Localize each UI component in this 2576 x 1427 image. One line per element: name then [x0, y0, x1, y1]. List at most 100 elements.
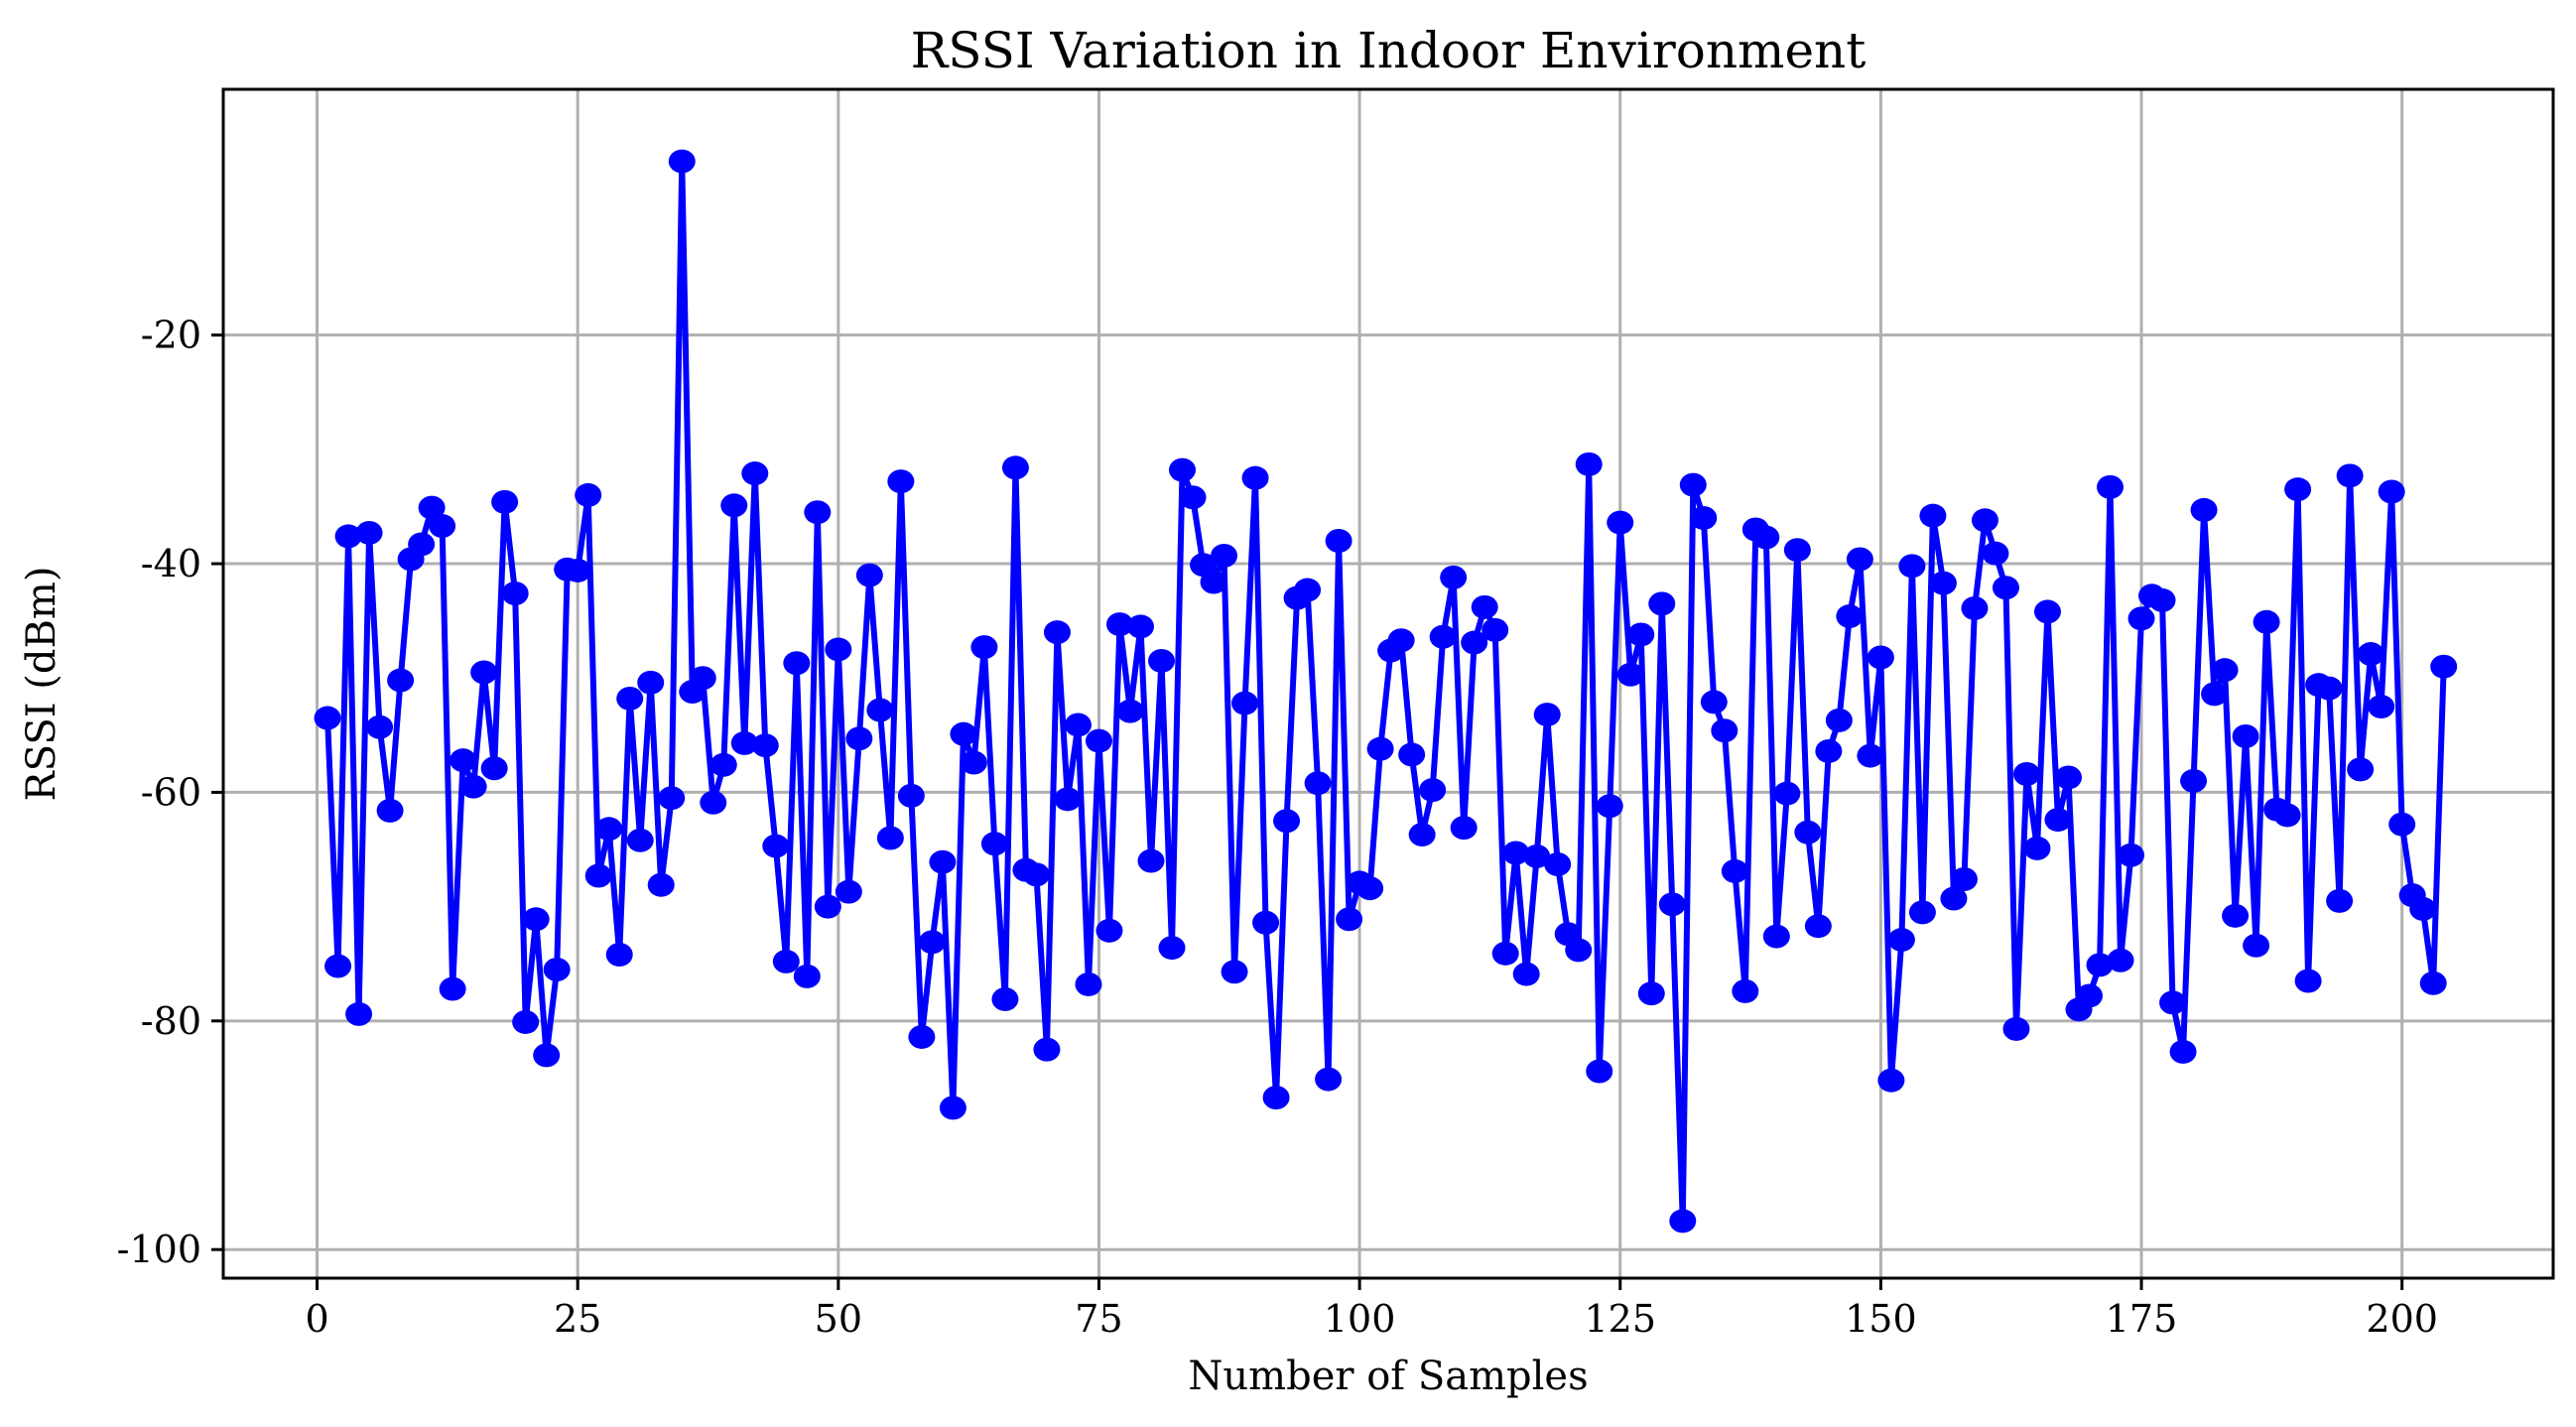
- data-point: [387, 668, 415, 693]
- data-point: [1940, 886, 1968, 911]
- data-point: [1512, 962, 1540, 986]
- data-point: [2148, 587, 2176, 612]
- data-point: [1929, 571, 1957, 595]
- data-point: [814, 894, 841, 919]
- data-point: [564, 558, 591, 583]
- data-point: [1325, 529, 1352, 554]
- data-point: [2347, 757, 2375, 782]
- data-point: [2076, 983, 2103, 1008]
- data-point: [2118, 843, 2145, 867]
- data-point: [1523, 843, 1551, 868]
- data-point: [1898, 554, 1926, 579]
- data-point: [730, 730, 758, 755]
- data-point: [533, 1043, 561, 1068]
- data-point: [1398, 742, 1426, 767]
- data-point: [2357, 642, 2384, 667]
- data-point: [2419, 971, 2447, 995]
- data-point: [1690, 505, 1718, 530]
- data-point: [334, 524, 362, 549]
- data-point: [1992, 576, 2019, 600]
- data-point: [804, 500, 832, 525]
- data-point: [866, 698, 894, 722]
- plot-frame: [221, 87, 2555, 1280]
- data-point: [2222, 903, 2250, 928]
- data-point: [2243, 933, 2270, 958]
- data-point: [355, 520, 383, 545]
- x-axis-ticks: 0 25 50 75 100 125 150 175 200: [305, 1278, 2438, 1341]
- data-point: [1565, 938, 1593, 963]
- data-point: [1982, 541, 2009, 566]
- data-point: [1815, 738, 1843, 763]
- data-point: [1366, 736, 1394, 761]
- x-axis-label: Number of Samples: [1188, 1354, 1588, 1399]
- data-point: [1752, 525, 1780, 550]
- data-point: [1211, 543, 1238, 568]
- data-point: [439, 976, 466, 1001]
- data-point: [1961, 595, 1989, 620]
- data-point: [637, 670, 665, 695]
- data-point: [1387, 628, 1415, 653]
- y-tick-label: -40: [141, 542, 201, 585]
- data-point: [2086, 953, 2114, 977]
- data-point: [2315, 676, 2343, 701]
- data-point: [2409, 896, 2437, 921]
- data-point: [1950, 866, 1978, 891]
- data-point: [1794, 820, 1822, 844]
- grid: [223, 89, 2553, 1278]
- data-point: [1679, 472, 1707, 497]
- data-point: [1481, 617, 1509, 642]
- data-point: [647, 872, 675, 897]
- data-point: [2368, 695, 2395, 719]
- data-point: [2294, 969, 2322, 993]
- data-point: [658, 786, 686, 811]
- data-point: [1085, 728, 1112, 753]
- y-axis-label: RSSI (dBm): [19, 567, 64, 802]
- data-point: [1825, 708, 1853, 732]
- data-point: [751, 733, 779, 758]
- data-point: [1596, 794, 1623, 819]
- data-point: [470, 660, 498, 685]
- data-point: [2378, 479, 2405, 504]
- data-point: [1783, 538, 1811, 563]
- data-point: [1022, 862, 1050, 887]
- data-point: [1304, 771, 1332, 796]
- y-tick-label: -100: [117, 1228, 201, 1271]
- data-point: [1648, 591, 1676, 616]
- x-tick-label: 25: [554, 1297, 601, 1341]
- data-point: [991, 986, 1019, 1011]
- data-point: [418, 495, 446, 520]
- data-point: [1867, 645, 1894, 670]
- data-point: [1137, 848, 1165, 873]
- data-point: [459, 774, 487, 799]
- data-point: [543, 957, 571, 981]
- data-point: [345, 1001, 373, 1026]
- data-point: [876, 826, 904, 850]
- y-axis-ticks: -100 -80 -60 -40 -20: [117, 314, 223, 1271]
- data-point: [1846, 547, 1873, 572]
- data-point: [2388, 812, 2416, 837]
- data-point: [480, 756, 508, 781]
- data-point: [584, 863, 612, 888]
- data-point: [1887, 928, 1915, 953]
- data-point: [2169, 1039, 2197, 1064]
- data-point: [2012, 762, 2040, 786]
- data-point: [668, 149, 696, 174]
- data-point: [825, 637, 852, 662]
- data-point: [1315, 1067, 1343, 1092]
- data-point: [501, 582, 529, 605]
- data-point: [1440, 565, 1468, 589]
- data-point: [2273, 803, 2301, 828]
- data-point: [918, 930, 946, 955]
- data-point: [783, 651, 811, 676]
- data-point: [376, 798, 404, 823]
- data-point: [1105, 612, 1133, 637]
- data-point: [1169, 457, 1197, 482]
- data-point: [1491, 941, 1519, 966]
- data-point: [835, 879, 862, 904]
- data-point: [2107, 948, 2134, 973]
- data-point: [1075, 972, 1102, 996]
- data-point: [575, 482, 602, 507]
- data-point: [1804, 914, 1832, 939]
- data-point: [1033, 1037, 1061, 1062]
